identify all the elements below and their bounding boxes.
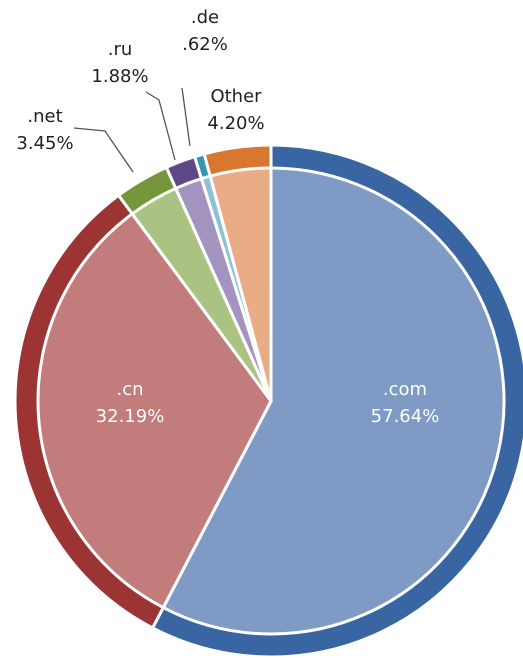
labels: .com 57.64% .cn 32.19% .net 3.45% .ru 1.88% .de.… <box>16 7 439 427</box>
slice-name: .cn <box>116 379 143 400</box>
slice-value: 57.64% <box>371 406 440 427</box>
leader-lines <box>73 87 191 173</box>
slice-inner <box>36 211 273 610</box>
slice-value: 3.45% <box>16 133 73 154</box>
leader-line <box>181 87 191 147</box>
slice-name: .de <box>191 7 219 28</box>
slice-value: 4.20% <box>207 113 264 134</box>
slice-name: Other <box>210 86 262 107</box>
slice-inner <box>208 166 273 402</box>
slice-name: .net <box>27 106 62 127</box>
slice-inner <box>161 166 506 636</box>
slice-name: .com <box>383 379 427 400</box>
leader-line <box>73 127 134 173</box>
slice-value: 32.19% <box>96 406 165 427</box>
pie <box>13 143 523 658</box>
slice-name: .ru <box>108 39 133 60</box>
leader-line <box>145 91 176 161</box>
slice-value: .62% <box>182 34 228 55</box>
slice-value: 1.88% <box>91 66 148 87</box>
